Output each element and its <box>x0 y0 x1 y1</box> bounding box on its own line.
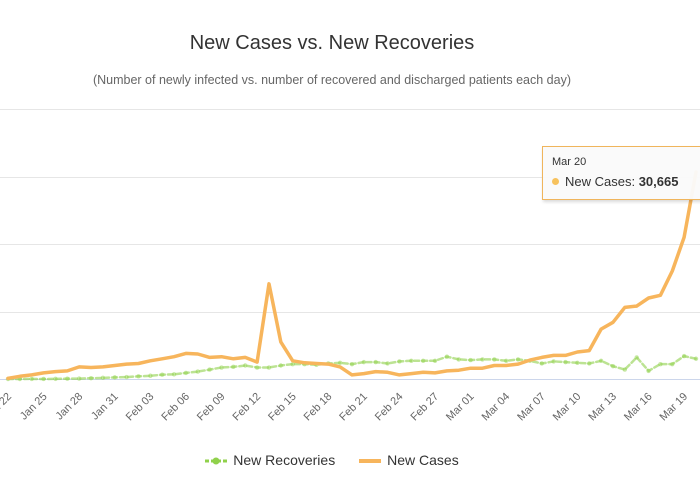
series-line-new-cases <box>6 170 698 381</box>
chart-legend: New Recoveries New Cases <box>0 452 664 468</box>
legend-symbol-new-cases-icon <box>359 459 382 464</box>
chart-subtitle: (Number of newly infected vs. number of … <box>92 73 572 87</box>
x-tick-label: Mar 04 <box>480 391 513 424</box>
x-tick-label: Mar 13 <box>586 391 619 424</box>
data-point[interactable] <box>171 372 177 377</box>
x-tick-label: Jan 25 <box>18 391 50 423</box>
x-tick-label: Feb 03 <box>124 391 157 424</box>
tooltip-date: Mar 20 <box>552 156 587 168</box>
data-point[interactable] <box>646 368 651 374</box>
data-point[interactable] <box>290 361 295 367</box>
x-tick-label: Jan 31 <box>89 391 121 423</box>
data-point[interactable] <box>160 372 165 377</box>
data-point[interactable] <box>349 361 355 367</box>
data-point[interactable] <box>563 359 568 365</box>
legend-label-new-cases: New Cases <box>387 452 459 468</box>
x-tick-label: Mar 07 <box>515 391 548 424</box>
data-tooltip: Mar 20 New Cases: 30,665 <box>542 146 700 200</box>
data-point[interactable] <box>207 367 212 372</box>
data-point[interactable] <box>136 374 141 379</box>
legend-label-new-recoveries: New Recoveries <box>233 452 336 468</box>
data-point[interactable] <box>587 361 592 366</box>
tooltip-row: New Cases: 30,665 <box>552 174 678 189</box>
data-point[interactable] <box>337 360 343 365</box>
data-point[interactable] <box>658 361 663 367</box>
data-point[interactable] <box>397 359 402 364</box>
x-tick-label: Feb 18 <box>302 391 335 424</box>
x-tick-label: Jan 22 <box>0 391 14 423</box>
data-point[interactable] <box>373 359 378 365</box>
x-tick-label: Feb 21 <box>337 391 370 424</box>
data-point[interactable] <box>53 376 58 382</box>
data-point[interactable] <box>444 354 450 359</box>
data-point[interactable] <box>361 359 367 365</box>
data-point[interactable] <box>266 365 272 370</box>
data-point[interactable] <box>254 365 260 370</box>
data-point[interactable] <box>88 375 94 381</box>
tooltip-value: 30,665 <box>638 174 679 189</box>
data-point[interactable] <box>112 375 117 380</box>
x-tick-label: Feb 15 <box>266 391 299 424</box>
data-point[interactable] <box>76 376 82 381</box>
x-tick-label: Feb 06 <box>159 391 192 424</box>
x-tick-label: Feb 12 <box>231 391 264 424</box>
data-point[interactable] <box>634 355 639 360</box>
legend-item-new-cases[interactable]: New Cases <box>359 452 459 468</box>
data-point[interactable] <box>243 363 248 368</box>
data-point[interactable] <box>480 357 485 362</box>
legend-symbol-new-recoveries-icon <box>205 457 228 465</box>
data-point[interactable] <box>468 357 473 363</box>
data-point[interactable] <box>420 358 426 363</box>
x-tick-label: Mar 19 <box>658 391 691 424</box>
data-point[interactable] <box>41 376 46 382</box>
data-point[interactable] <box>124 374 129 380</box>
x-tick-label: Feb 24 <box>373 391 406 424</box>
data-point[interactable] <box>456 357 461 362</box>
data-point[interactable] <box>693 356 699 361</box>
tooltip-label: New Cases: <box>565 174 639 189</box>
legend-item-new-recoveries[interactable]: New Recoveries <box>205 452 335 468</box>
data-point[interactable] <box>278 363 284 368</box>
data-point[interactable] <box>504 358 509 363</box>
data-point[interactable] <box>385 361 390 366</box>
data-point[interactable] <box>551 359 556 364</box>
x-tick-label: Jan 28 <box>53 391 85 423</box>
x-tick-label: Feb 09 <box>195 391 228 424</box>
data-point[interactable] <box>219 365 224 370</box>
data-point[interactable] <box>183 370 189 376</box>
data-point[interactable] <box>432 358 438 363</box>
data-point[interactable] <box>100 375 106 381</box>
data-point[interactable] <box>231 364 236 370</box>
data-point[interactable] <box>29 376 34 382</box>
data-point[interactable] <box>598 358 604 363</box>
x-tick-label: Mar 01 <box>444 391 477 424</box>
data-point[interactable] <box>610 363 616 369</box>
data-point[interactable] <box>622 367 628 372</box>
x-tick-label: Feb 27 <box>408 391 441 424</box>
data-point[interactable] <box>539 361 544 366</box>
data-point[interactable] <box>670 361 675 367</box>
data-point[interactable] <box>195 369 200 374</box>
chart-title: New Cases vs. New Recoveries <box>189 32 475 54</box>
x-tick-label: Mar 16 <box>622 391 655 424</box>
data-point[interactable] <box>515 357 521 362</box>
data-point[interactable] <box>409 358 414 363</box>
data-point[interactable] <box>492 357 497 362</box>
data-point[interactable] <box>65 376 70 381</box>
x-tick-label: Mar 10 <box>551 391 584 424</box>
data-point[interactable] <box>148 373 153 378</box>
data-point[interactable] <box>681 353 687 359</box>
data-point[interactable] <box>575 360 580 365</box>
tooltip-marker-icon <box>552 178 559 185</box>
